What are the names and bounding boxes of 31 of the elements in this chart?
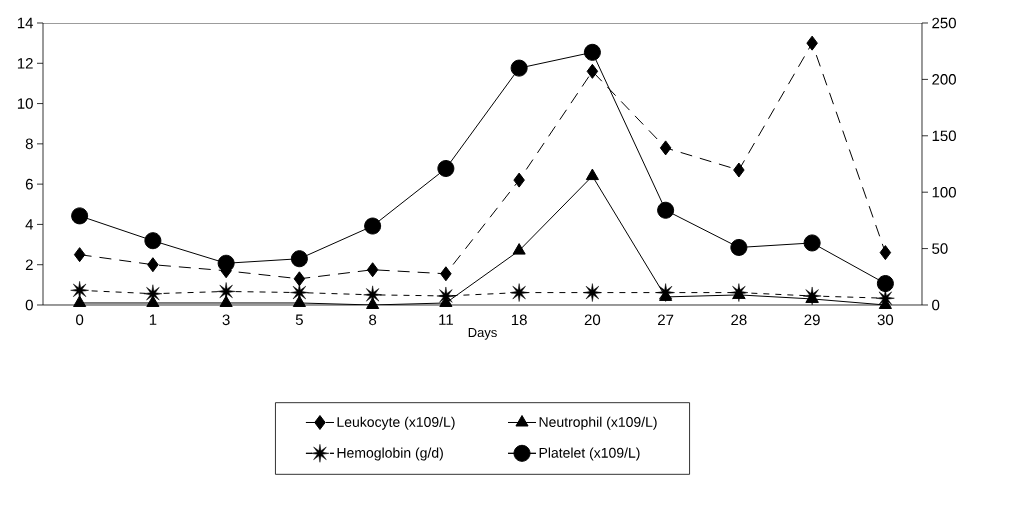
y2-tick-label: 100 xyxy=(932,186,956,198)
x-tick-label: 28 xyxy=(731,314,747,326)
y-tick-label: 6 xyxy=(25,178,33,190)
y2-tick-label: 250 xyxy=(932,17,956,29)
legend-label: Leukocyte (x109/L) xyxy=(337,416,455,430)
x-tick-label: 8 xyxy=(369,314,377,326)
y-tick-label: 14 xyxy=(17,17,34,29)
x-axis-title: Days xyxy=(468,328,497,340)
y-tick-label: 4 xyxy=(25,219,34,230)
y-tick-label: 12 xyxy=(17,58,33,69)
y2-tick-label: 200 xyxy=(932,74,956,85)
x-tick-label: 27 xyxy=(658,314,674,325)
x-tick-label: 1 xyxy=(149,314,157,325)
x-tick-label: 29 xyxy=(804,314,820,326)
y-tick-label: 0 xyxy=(25,299,33,311)
y-tick-label: 2 xyxy=(25,259,33,270)
y2-tick-label: 0 xyxy=(932,299,940,311)
x-tick-label: 5 xyxy=(295,314,303,325)
y2-tick-label: 50 xyxy=(932,243,948,254)
x-tick-label: 0 xyxy=(76,314,84,326)
x-tick-label: 18 xyxy=(511,314,527,326)
legend-label: Hemoglobin (g/d) xyxy=(337,447,443,461)
y-tick-label: 8 xyxy=(25,138,33,150)
x-tick-label: 30 xyxy=(877,314,894,326)
x-tick-label: 11 xyxy=(439,314,453,325)
legend-label: Neutrophil (x109/L) xyxy=(539,416,657,430)
legend-label: Platelet (x109/L) xyxy=(539,447,640,461)
y-tick-label: 10 xyxy=(17,98,33,109)
x-tick-label: 3 xyxy=(222,314,230,326)
x-tick-label: 20 xyxy=(584,314,601,326)
y2-tick-label: 150 xyxy=(932,130,956,142)
